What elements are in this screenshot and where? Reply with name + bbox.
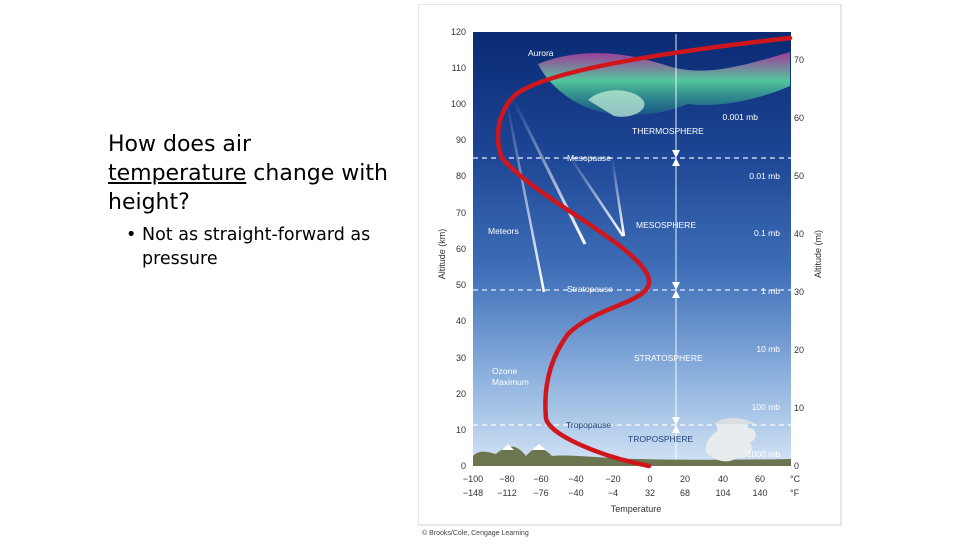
bullet-text: Not as straight-forward as pressure: [142, 225, 371, 269]
storm-cloud: [705, 421, 756, 462]
f-tick-9: 140: [752, 488, 767, 498]
question-part-2: change with height?: [108, 161, 388, 215]
left-tick-60: 60: [456, 244, 466, 254]
f-tick-4: −40: [568, 488, 583, 498]
atmosphere-figure: 120 110 100 90 80 70 60 50 40 30 20 10 0…: [417, 3, 842, 545]
label-stratopause: Stratopause: [567, 284, 613, 294]
aurora-highlight: [588, 90, 645, 117]
question-part-1: How does air: [108, 132, 252, 157]
meteor-1: [504, 97, 546, 293]
right-axis: 70 60 50 40 30 20 10 0: [794, 55, 804, 471]
left-tick-100: 100: [451, 99, 466, 109]
right-tick-30: 30: [794, 287, 804, 297]
left-tick-40: 40: [456, 316, 466, 326]
c-tick-4: −40: [568, 474, 583, 484]
slide-text: How does air temperature change with hei…: [108, 130, 398, 271]
label-ozone-line-2: Maximum: [492, 377, 529, 387]
right-tick-40: 40: [794, 229, 804, 239]
right-tick-10: 10: [794, 403, 804, 413]
celsius-ticks: −100 −80 −60 −40 −20 0 20 40 60 °C: [463, 474, 801, 484]
left-tick-30: 30: [456, 353, 466, 363]
f-tick-5: −4: [608, 488, 618, 498]
left-tick-120: 120: [451, 27, 466, 37]
pressure-100: 100 mb: [752, 402, 781, 412]
f-tick-8: 104: [715, 488, 730, 498]
pressure-0001: 0.001 mb: [723, 112, 759, 122]
label-troposphere: TROPOSPHERE: [628, 434, 694, 444]
layer-arrowheads: [672, 150, 680, 433]
c-tick-3: −60: [533, 474, 548, 484]
label-thermosphere: THERMOSPHERE: [632, 126, 704, 136]
left-tick-50: 50: [456, 280, 466, 290]
question-keyword: temperature: [108, 161, 247, 186]
pressure-labels: 0.001 mb 0.01 mb 0.1 mb 1 mb 10 mb 100 m…: [723, 112, 781, 459]
c-tick-8: 40: [718, 474, 728, 484]
right-tick-0: 0: [794, 461, 799, 471]
pressure-01: 0.1 mb: [754, 228, 780, 238]
left-tick-10: 10: [456, 425, 466, 435]
bullet-dot: •: [126, 225, 137, 245]
left-tick-70: 70: [456, 208, 466, 218]
credit-text: © Brooks/Cole, Cengage Learning: [422, 529, 529, 537]
f-tick-3: −76: [533, 488, 548, 498]
label-mesopause: Mesopause: [567, 153, 611, 163]
right-axis-label: Altitude (mi): [813, 230, 823, 278]
f-tick-7: 68: [680, 488, 690, 498]
left-tick-0: 0: [461, 461, 466, 471]
temperature-profile-curve: [495, 35, 793, 469]
left-tick-90: 90: [456, 135, 466, 145]
pressure-1: 1 mb: [761, 286, 780, 296]
label-mesosphere: MESOSPHERE: [636, 220, 696, 230]
storm-cloud-anvil: [714, 418, 756, 424]
c-tick-1: −100: [463, 474, 483, 484]
c-tick-9: 60: [755, 474, 765, 484]
meteor-3: [566, 153, 625, 237]
left-tick-110: 110: [452, 63, 466, 73]
fahrenheit-unit: °F: [790, 488, 800, 498]
celsius-unit: °C: [790, 474, 801, 484]
x-axis-label: Temperature: [611, 504, 662, 514]
label-aurora: Aurora: [528, 48, 554, 58]
fahrenheit-ticks: −148 −112 −76 −40 −4 32 68 104 140 °F: [463, 488, 800, 498]
label-stratosphere: STRATOSPHERE: [634, 353, 703, 363]
c-tick-7: 20: [680, 474, 690, 484]
right-tick-20: 20: [794, 345, 804, 355]
right-tick-60: 60: [794, 113, 804, 123]
bullet-item: • Not as straight-forward as pressure: [108, 223, 398, 271]
meteor-2: [511, 98, 587, 245]
left-axis-label: Altitude (km): [437, 229, 447, 280]
f-tick-6: 32: [645, 488, 655, 498]
left-axis: 120 110 100 90 80 70 60 50 40 30 20 10 0: [451, 27, 466, 471]
pressure-001: 0.01 mb: [749, 171, 780, 181]
label-tropopause: Tropopause: [566, 420, 611, 430]
left-tick-20: 20: [456, 389, 466, 399]
question: How does air temperature change with hei…: [108, 130, 398, 217]
c-tick-2: −80: [499, 474, 514, 484]
right-tick-70: 70: [794, 55, 804, 65]
left-tick-80: 80: [456, 171, 466, 181]
c-tick-5: −20: [605, 474, 620, 484]
pressure-1000: 1000 mb: [747, 449, 780, 459]
right-tick-50: 50: [794, 171, 804, 181]
c-tick-6: 0: [647, 474, 652, 484]
meteor-4: [610, 157, 626, 237]
label-ozone-line-1: Ozone: [492, 366, 517, 376]
snow-peaks: [502, 444, 546, 450]
f-tick-1: −148: [463, 488, 483, 498]
pressure-10: 10 mb: [756, 344, 780, 354]
ground-terrain: [473, 446, 791, 466]
f-tick-2: −112: [497, 488, 517, 498]
label-meteors: Meteors: [488, 226, 519, 236]
atmosphere-diagram: 120 110 100 90 80 70 60 50 40 30 20 10 0…: [417, 3, 842, 537]
